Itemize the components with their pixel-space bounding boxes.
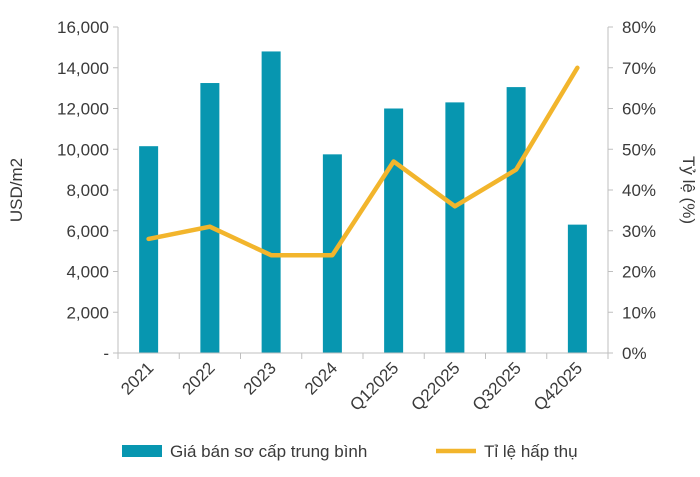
y-left-tick-label: 8,000 [66,181,109,200]
y-right-tick-labels: 0% 10% 20% 30% 40% 50% 60% 70% 80% [622,18,656,363]
legend-label-bar: Giá bán sơ cấp trung bình [170,442,367,461]
x-tick-label: 2021 [117,358,157,398]
y-left-tick-label: 2,000 [66,303,109,322]
axes [113,26,613,359]
y-right-tick-label: 20% [622,263,656,282]
legend: Giá bán sơ cấp trung bình Tỉ lệ hấp thụ [122,442,578,461]
bar-2021 [139,146,159,353]
x-tick-label: Q32025 [469,358,525,414]
y-right-axis-title: Tỷ lệ (%) [679,156,698,224]
bar-2022 [200,83,220,353]
x-tick-label: Q22025 [407,358,463,414]
bar-Q12025 [384,108,404,353]
y-left-tick-label: - [103,344,109,363]
bar-series [139,51,587,353]
bar-Q32025 [506,87,526,353]
y-right-tick-label: 40% [622,181,656,200]
x-tick-labels: 2021 2022 2023 2024 Q12025 Q22025 Q32025 Q42025 [117,358,586,414]
line-series-absorption [146,65,580,258]
y-right-tick-label: 10% [622,303,656,322]
x-tick-label: 2023 [240,358,280,398]
y-left-tick-label: 16,000 [57,18,109,37]
y-right-tick-label: 80% [622,18,656,37]
y-right-tick-label: 30% [622,222,656,241]
y-left-tick-label: 6,000 [66,222,109,241]
y-left-tick-label: 14,000 [57,59,109,78]
y-right-tick-label: 0% [622,344,647,363]
bar-Q22025 [445,102,465,353]
y-right-tick-label: 50% [622,140,656,159]
y-right-tick-label: 60% [622,100,656,119]
legend-swatch-bar [122,445,162,457]
y-left-axis-title: USD/m2 [7,158,26,222]
y-left-tick-label: 10,000 [57,140,109,159]
y-left-tick-label: 12,000 [57,100,109,119]
x-tick-label: 2024 [301,358,341,398]
y-right-tick-label: 70% [622,59,656,78]
x-tick-label: Q42025 [530,358,586,414]
bar-Q42025 [567,224,587,353]
y-left-tick-label: 4,000 [66,263,109,282]
y-left-tick-labels: - 2,000 4,000 6,000 8,000 10,000 12,000 14,000 1… [57,18,109,363]
bar-2023 [261,51,281,353]
legend-label-line: Tỉ lệ hấp thụ [484,442,578,461]
x-tick-label: 2022 [179,358,219,398]
x-tick-label: Q12025 [346,358,402,414]
